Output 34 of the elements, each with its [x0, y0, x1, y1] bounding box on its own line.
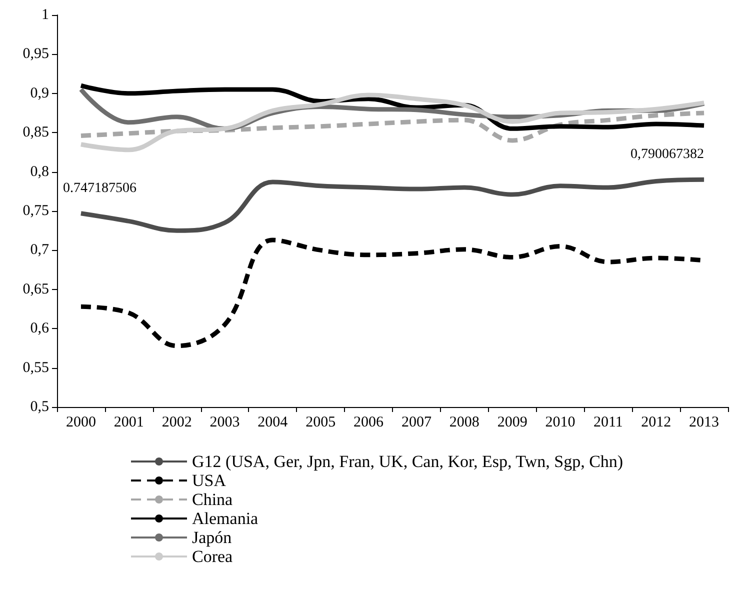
x-tick-label: 2003 [210, 414, 240, 430]
y-tick-label: 0,5 [30, 399, 49, 415]
x-tick-label: 2008 [449, 414, 480, 430]
annotation: 0,790067382 [630, 147, 704, 162]
y-tick-label: 1 [42, 7, 49, 23]
legend-label: China [192, 490, 234, 509]
x-tick-label: 2012 [641, 414, 672, 430]
y-tick-label: 0,8 [30, 164, 49, 180]
y-tick-label: 0,55 [22, 360, 49, 376]
legend-label: USA [192, 471, 227, 490]
y-tick-label: 0,75 [22, 203, 49, 219]
y-tick-label: 0,65 [22, 281, 49, 298]
x-tick-label: 2000 [66, 414, 96, 430]
y-tick-label: 0,85 [22, 124, 49, 141]
x-tick-label: 2006 [354, 414, 384, 430]
annotation: 0.747187506 [62, 180, 136, 196]
y-tick-label: 0,95 [22, 46, 49, 62]
x-tick-label: 2007 [401, 414, 432, 430]
x-tick-label: 2004 [258, 414, 288, 430]
x-tick-label: 2005 [306, 414, 336, 430]
x-tick-label: 2001 [114, 414, 144, 430]
y-tick-label: 0,9 [30, 85, 49, 102]
y-tick-label: 0,7 [30, 242, 50, 258]
legend-label: Alemania [192, 509, 259, 528]
x-tick-label: 2002 [162, 414, 192, 430]
line-series [78, 110, 706, 143]
x-tick-label: 2009 [497, 414, 528, 430]
legend-label: Japón [192, 528, 232, 547]
x-tick-label: 2010 [545, 414, 576, 430]
legend-label: G12 (USA, Ger, Jpn, Fran, UK, Can, Kor, Esp, Twn, Sgp, Chn) [192, 452, 624, 471]
x-tick-label: 2013 [689, 414, 720, 430]
x-tick-label: 2011 [593, 414, 623, 430]
legend-label: Corea [192, 547, 234, 566]
y-tick-label: 0,6 [30, 320, 50, 337]
